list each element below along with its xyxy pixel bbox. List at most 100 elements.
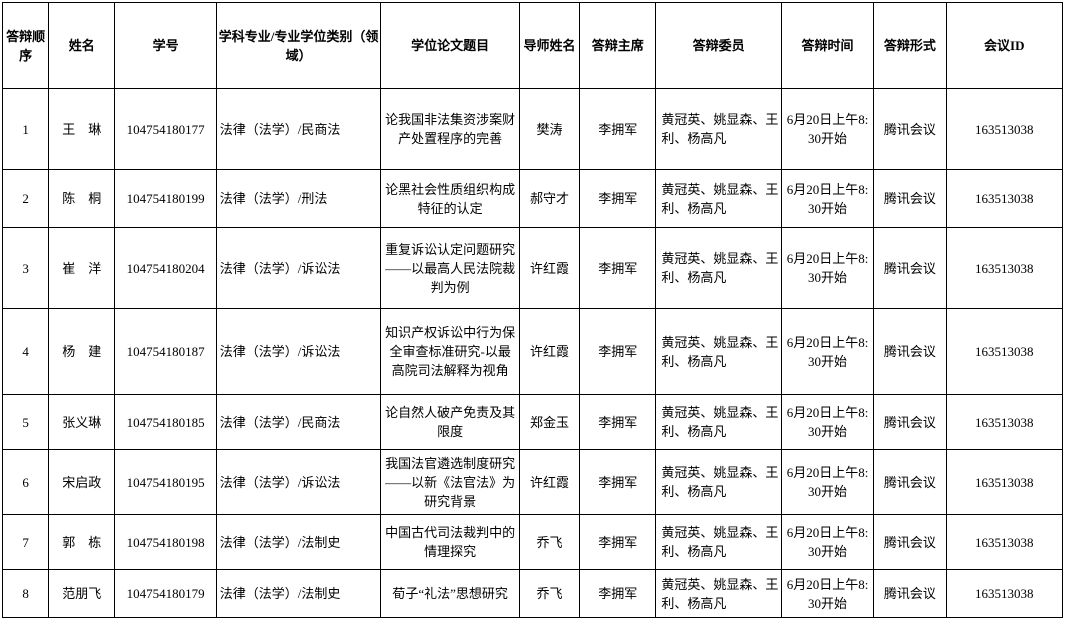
cell-meeting-id: 163513038 <box>945 569 1063 618</box>
cell-time: 6月20日上午8:30开始 <box>780 169 875 228</box>
cell-time: 6月20日上午8:30开始 <box>780 308 875 395</box>
cell-major: 法律（法学）/法制史 <box>215 514 382 570</box>
cell-chair: 李拥军 <box>579 449 657 515</box>
cell-advisor: 许红霞 <box>518 227 581 309</box>
cell-chair: 李拥军 <box>579 169 657 228</box>
cell-format: 腾讯会议 <box>873 449 947 515</box>
cell-thesis-title: 重复诉讼认定问题研究——以最高人民法院裁判为例 <box>380 227 520 309</box>
cell-meeting-id: 163513038 <box>945 227 1063 309</box>
cell-meeting-id: 163513038 <box>945 514 1063 570</box>
cell-order: 2 <box>1 169 50 228</box>
header-meeting-id: 会议ID <box>945 2 1063 89</box>
cell-format: 腾讯会议 <box>873 514 947 570</box>
cell-name: 范朋飞 <box>48 569 116 618</box>
cell-major: 法律（法学）/刑法 <box>215 169 382 228</box>
cell-format: 腾讯会议 <box>873 169 947 228</box>
cell-committee: 黄冠英、姚显森、王 利、杨高凡 <box>655 88 782 170</box>
defense-schedule-table: 答辩顺序 姓名 学号 学科专业/专业学位类别（领域） 学位论文题目 导师姓名 答… <box>1 2 1063 618</box>
cell-time: 6月20日上午8:30开始 <box>780 569 875 618</box>
cell-order: 3 <box>1 227 50 309</box>
cell-time: 6月20日上午8:30开始 <box>780 514 875 570</box>
cell-name: 宋启政 <box>48 449 116 515</box>
cell-format: 腾讯会议 <box>873 308 947 395</box>
cell-committee: 黄冠英、姚显森、王 利、杨高凡 <box>655 169 782 228</box>
cell-thesis-title: 论自然人破产免责及其限度 <box>380 394 520 450</box>
header-name: 姓名 <box>48 2 116 89</box>
cell-time: 6月20日上午8:30开始 <box>780 449 875 515</box>
cell-name: 杨 建 <box>48 308 116 395</box>
cell-student-id: 104754180185 <box>114 394 217 450</box>
cell-major: 法律（法学）/诉讼法 <box>215 449 382 515</box>
cell-advisor: 樊涛 <box>518 88 581 170</box>
cell-meeting-id: 163513038 <box>945 169 1063 228</box>
header-committee: 答辩委员 <box>655 2 782 89</box>
cell-chair: 李拥军 <box>579 227 657 309</box>
cell-advisor: 乔飞 <box>518 569 581 618</box>
cell-meeting-id: 163513038 <box>945 394 1063 450</box>
table-row: 8 范朋飞 104754180179 法律（法学）/法制史 荀子“礼法”思想研究 乔飞 李拥… <box>1 569 1063 618</box>
cell-meeting-id: 163513038 <box>945 308 1063 395</box>
cell-major: 法律（法学）/民商法 <box>215 394 382 450</box>
cell-student-id: 104754180177 <box>114 88 217 170</box>
cell-major: 法律（法学）/法制史 <box>215 569 382 618</box>
cell-thesis-title: 论我国非法集资涉案财产处置程序的完善 <box>380 88 520 170</box>
cell-time: 6月20日上午8:30开始 <box>780 394 875 450</box>
header-chair: 答辩主席 <box>579 2 657 89</box>
cell-order: 5 <box>1 394 50 450</box>
table-row: 5 张义琳 104754180185 法律（法学）/民商法 论自然人破产免责及其限度 郑金… <box>1 394 1063 450</box>
cell-student-id: 104754180204 <box>114 227 217 309</box>
cell-advisor: 许红霞 <box>518 308 581 395</box>
cell-meeting-id: 163513038 <box>945 88 1063 170</box>
cell-major: 法律（法学）/诉讼法 <box>215 227 382 309</box>
cell-committee: 黄冠英、姚显森、王 利、杨高凡 <box>655 227 782 309</box>
cell-thesis-title: 论黑社会性质组织构成特征的认定 <box>380 169 520 228</box>
cell-thesis-title: 中国古代司法裁判中的情理探究 <box>380 514 520 570</box>
cell-order: 6 <box>1 449 50 515</box>
header-thesis-title: 学位论文题目 <box>380 2 520 89</box>
cell-chair: 李拥军 <box>579 88 657 170</box>
cell-student-id: 104754180187 <box>114 308 217 395</box>
cell-advisor: 郝守才 <box>518 169 581 228</box>
cell-committee: 黄冠英、姚显森、王 利、杨高凡 <box>655 514 782 570</box>
cell-time: 6月20日上午8:30开始 <box>780 88 875 170</box>
table-header: 答辩顺序 姓名 学号 学科专业/专业学位类别（领域） 学位论文题目 导师姓名 答… <box>1 2 1063 89</box>
table-row: 6 宋启政 104754180195 法律（法学）/诉讼法 我国法官遴选制度研究——以新… <box>1 449 1063 515</box>
cell-thesis-title: 荀子“礼法”思想研究 <box>380 569 520 618</box>
cell-order: 7 <box>1 514 50 570</box>
header-row: 答辩顺序 姓名 学号 学科专业/专业学位类别（领域） 学位论文题目 导师姓名 答… <box>1 2 1063 89</box>
cell-committee: 黄冠英、姚显森、王 利、杨高凡 <box>655 449 782 515</box>
cell-meeting-id: 163513038 <box>945 449 1063 515</box>
header-order: 答辩顺序 <box>1 2 50 89</box>
cell-name: 郭 栋 <box>48 514 116 570</box>
cell-name: 张义琳 <box>48 394 116 450</box>
header-major: 学科专业/专业学位类别（领域） <box>215 2 382 89</box>
cell-student-id: 104754180198 <box>114 514 217 570</box>
cell-thesis-title: 知识产权诉讼中行为保全审查标准研究-以最高院司法解释为视角 <box>380 308 520 395</box>
cell-advisor: 许红霞 <box>518 449 581 515</box>
cell-format: 腾讯会议 <box>873 88 947 170</box>
cell-format: 腾讯会议 <box>873 569 947 618</box>
cell-student-id: 104754180199 <box>114 169 217 228</box>
cell-committee: 黄冠英、姚显森、王 利、杨高凡 <box>655 308 782 395</box>
cell-name: 崔 洋 <box>48 227 116 309</box>
cell-chair: 李拥军 <box>579 569 657 618</box>
cell-advisor: 乔飞 <box>518 514 581 570</box>
cell-name: 陈 桐 <box>48 169 116 228</box>
cell-committee: 黄冠英、姚显森、王 利、杨高凡 <box>655 569 782 618</box>
cell-format: 腾讯会议 <box>873 227 947 309</box>
header-time: 答辩时间 <box>780 2 875 89</box>
cell-name: 王 琳 <box>48 88 116 170</box>
cell-order: 1 <box>1 88 50 170</box>
cell-student-id: 104754180179 <box>114 569 217 618</box>
header-advisor: 导师姓名 <box>518 2 581 89</box>
cell-chair: 李拥军 <box>579 308 657 395</box>
cell-student-id: 104754180195 <box>114 449 217 515</box>
cell-advisor: 郑金玉 <box>518 394 581 450</box>
cell-major: 法律（法学）/民商法 <box>215 88 382 170</box>
